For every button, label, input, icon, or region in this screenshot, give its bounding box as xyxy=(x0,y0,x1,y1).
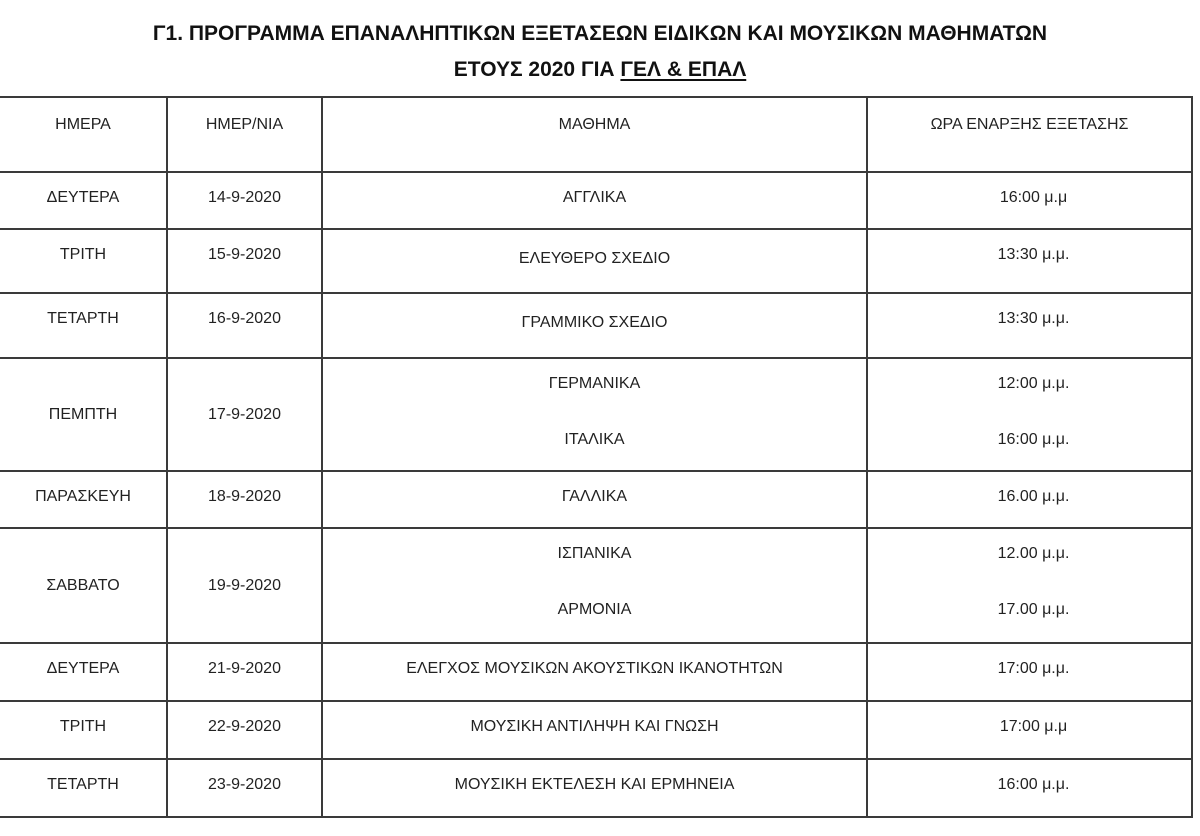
document-title: Γ1. ΠΡΟΓΡΑΜΜΑ ΕΠΑΝΑΛΗΠΤΙΚΩΝ ΕΞΕΤΑΣΕΩΝ ΕΙ… xyxy=(152,22,1048,45)
subject-name: ΙΤΑΛΙΚΑ xyxy=(564,431,625,448)
day-cell: ΔΕΥΤΕΡΑ xyxy=(0,171,168,230)
date-cell: 19-9-2020 xyxy=(166,527,323,644)
subject-cell: ΕΛΕΓΧΟΣ ΜΟΥΣΙΚΩΝ ΑΚΟΥΣΤΙΚΩΝ ΙΚΑΝΟΤΗΤΩΝ xyxy=(321,642,868,702)
subject-name: ΕΛΕΥΘΕΡΟ ΣΧΕΔΙΟ xyxy=(518,250,671,267)
day-cell: ΔΕΥΤΕΡΑ xyxy=(0,642,168,702)
time-cell: 12:00 μ.μ. 16:00 μ.μ. xyxy=(866,357,1193,472)
table-row: ΣΑΒΒΑΤΟ 19-9-2020 ΙΣΠΑΝΙΚΑ ΑΡΜΟΝΙΑ 12.00 μ.μ… xyxy=(0,527,1193,644)
start-time: 13:30 μ.μ. xyxy=(997,246,1070,263)
table-row: ΠΕΜΠΤΗ 17-9-2020 ΓΕΡΜΑΝΙΚΑ ΙΤΑΛΙΚΑ 12:00 μ.μ… xyxy=(0,357,1193,472)
date-cell: 18-9-2020 xyxy=(166,470,323,529)
time-cell: 17:00 μ.μ. xyxy=(866,642,1193,702)
header-date: ΗΜΕΡ/ΝΙΑ xyxy=(166,96,323,173)
date-cell: 21-9-2020 xyxy=(166,642,323,702)
start-time: 17.00 μ.μ. xyxy=(997,601,1070,618)
subject-cell: ΙΣΠΑΝΙΚΑ ΑΡΜΟΝΙΑ xyxy=(321,527,868,644)
document-subtitle: ΕΤΟΥΣ 2020 ΓΙΑ ΓΕΛ & ΕΠΑΛ xyxy=(0,58,1200,82)
header-subject: ΜΑΘΗΜΑ xyxy=(321,96,868,173)
day-cell: ΣΑΒΒΑΤΟ xyxy=(0,527,168,644)
table-header-row: ΗΜΕΡΑ ΗΜΕΡ/ΝΙΑ ΜΑΘΗΜΑ ΩΡΑ ΕΝΑΡΞΗΣ ΕΞΕΤΑΣ… xyxy=(0,96,1193,173)
table-row: ΤΡΙΤΗ 22-9-2020 ΜΟΥΣΙΚΗ ΑΝΤΙΛΗΨΗ ΚΑΙ ΓΝΩΣΗ… xyxy=(0,700,1193,760)
subject-name: ΓΑΛΛΙΚΑ xyxy=(561,488,628,505)
subject-cell: ΜΟΥΣΙΚΗ ΑΝΤΙΛΗΨΗ ΚΑΙ ΓΝΩΣΗ xyxy=(321,700,868,760)
start-time: 17:00 μ.μ xyxy=(999,718,1068,735)
subject-name: ΓΕΡΜΑΝΙΚΑ xyxy=(548,375,641,392)
subject-cell: ΓΑΛΛΙΚΑ xyxy=(321,470,868,529)
date-cell: 23-9-2020 xyxy=(166,758,323,818)
time-cell: 16:00 μ.μ xyxy=(866,171,1193,230)
subject-cell: ΜΟΥΣΙΚΗ ΕΚΤΕΛΕΣΗ ΚΑΙ ΕΡΜΗΝΕΙΑ xyxy=(321,758,868,818)
time-cell: 17:00 μ.μ xyxy=(866,700,1193,760)
start-time: 16:00 μ.μ. xyxy=(997,431,1070,448)
date-cell: 15-9-2020 xyxy=(166,228,323,294)
day-cell: ΠΑΡΑΣΚΕΥΗ xyxy=(0,470,168,529)
day-cell: ΤΡΙΤΗ xyxy=(0,700,168,760)
header-start-time: ΩΡΑ ΕΝΑΡΞΗΣ ΕΞΕΤΑΣΗΣ xyxy=(866,96,1193,173)
date-cell: 17-9-2020 xyxy=(166,357,323,472)
day-cell: ΠΕΜΠΤΗ xyxy=(0,357,168,472)
time-cell: 16:00 μ.μ. xyxy=(866,758,1193,818)
subject-name: ΙΣΠΑΝΙΚΑ xyxy=(557,545,632,562)
start-time: 16.00 μ.μ. xyxy=(997,488,1070,505)
exam-schedule-table: ΗΜΕΡΑ ΗΜΕΡ/ΝΙΑ ΜΑΘΗΜΑ ΩΡΑ ΕΝΑΡΞΗΣ ΕΞΕΤΑΣ… xyxy=(0,96,1193,818)
subject-name: ΑΡΜΟΝΙΑ xyxy=(557,601,632,618)
start-time: 13:30 μ.μ. xyxy=(997,310,1070,327)
table-row: ΤΕΤΑΡΤΗ 23-9-2020 ΜΟΥΣΙΚΗ ΕΚΤΕΛΕΣΗ ΚΑΙ ΕΡΜ… xyxy=(0,758,1193,818)
subtitle-underlined: ΓΕΛ & ΕΠΑΛ xyxy=(620,58,747,81)
day-cell: ΤΕΤΑΡΤΗ xyxy=(0,292,168,359)
date-cell: 22-9-2020 xyxy=(166,700,323,760)
subject-name: ΜΟΥΣΙΚΗ ΑΝΤΙΛΗΨΗ ΚΑΙ ΓΝΩΣΗ xyxy=(470,718,719,735)
subject-name: ΕΛΕΓΧΟΣ ΜΟΥΣΙΚΩΝ ΑΚΟΥΣΤΙΚΩΝ ΙΚΑΝΟΤΗΤΩΝ xyxy=(406,660,783,677)
day-cell: ΤΕΤΑΡΤΗ xyxy=(0,758,168,818)
subject-cell: ΕΛΕΥΘΕΡΟ ΣΧΕΔΙΟ xyxy=(321,228,868,294)
start-time: 17:00 μ.μ. xyxy=(997,660,1070,677)
start-time: 12:00 μ.μ. xyxy=(997,375,1070,392)
table-row: ΔΕΥΤΕΡΑ 14-9-2020 ΑΓΓΛΙΚΑ 16:00 μ.μ xyxy=(0,171,1193,230)
subject-name: ΑΓΓΛΙΚΑ xyxy=(562,189,627,206)
table-row: ΤΡΙΤΗ 15-9-2020 ΕΛΕΥΘΕΡΟ ΣΧΕΔΙΟ 13:30 μ.μ. xyxy=(0,228,1193,294)
time-cell: 13:30 μ.μ. xyxy=(866,228,1193,294)
date-cell: 16-9-2020 xyxy=(166,292,323,359)
subject-name: ΜΟΥΣΙΚΗ ΕΚΤΕΛΕΣΗ ΚΑΙ ΕΡΜΗΝΕΙΑ xyxy=(454,776,735,793)
header-day: ΗΜΕΡΑ xyxy=(0,96,168,173)
subject-name: ΓΡΑΜΜΙΚΟ ΣΧΕΔΙΟ xyxy=(521,314,668,331)
table-row: ΠΑΡΑΣΚΕΥΗ 18-9-2020 ΓΑΛΛΙΚΑ 16.00 μ.μ. xyxy=(0,470,1193,529)
day-cell: ΤΡΙΤΗ xyxy=(0,228,168,294)
start-time: 16:00 μ.μ. xyxy=(997,776,1070,793)
table-row: ΤΕΤΑΡΤΗ 16-9-2020 ΓΡΑΜΜΙΚΟ ΣΧΕΔΙΟ 13:30 μ.μ… xyxy=(0,292,1193,359)
time-cell: 16.00 μ.μ. xyxy=(866,470,1193,529)
table-row: ΔΕΥΤΕΡΑ 21-9-2020 ΕΛΕΓΧΟΣ ΜΟΥΣΙΚΩΝ ΑΚΟΥΣΤΙ… xyxy=(0,642,1193,702)
subject-cell: ΓΡΑΜΜΙΚΟ ΣΧΕΔΙΟ xyxy=(321,292,868,359)
subject-cell: ΑΓΓΛΙΚΑ xyxy=(321,171,868,230)
start-time: 16:00 μ.μ xyxy=(999,189,1068,206)
subject-cell: ΓΕΡΜΑΝΙΚΑ ΙΤΑΛΙΚΑ xyxy=(321,357,868,472)
date-cell: 14-9-2020 xyxy=(166,171,323,230)
subtitle-prefix: ΕΤΟΥΣ 2020 ΓΙΑ xyxy=(453,58,621,81)
time-cell: 13:30 μ.μ. xyxy=(866,292,1193,359)
time-cell: 12.00 μ.μ. 17.00 μ.μ. xyxy=(866,527,1193,644)
start-time: 12.00 μ.μ. xyxy=(997,545,1070,562)
